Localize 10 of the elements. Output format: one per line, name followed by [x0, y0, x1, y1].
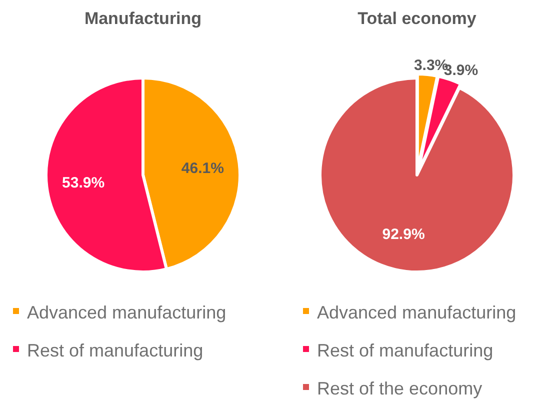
chart-title: Total economy: [358, 9, 477, 28]
legend-label: Rest of manufacturing: [27, 340, 204, 360]
legend-label: Rest of the economy: [317, 378, 482, 398]
data-label: 92.9%: [382, 226, 425, 243]
chart-title: Manufacturing: [84, 9, 202, 28]
data-label: 53.9%: [62, 174, 105, 192]
legend-label: Advanced manufacturing: [27, 302, 226, 322]
data-label: 46.1%: [181, 160, 224, 177]
legend-label: Rest of manufacturing: [317, 340, 494, 360]
legend-label: Advanced manufacturing: [317, 302, 516, 322]
